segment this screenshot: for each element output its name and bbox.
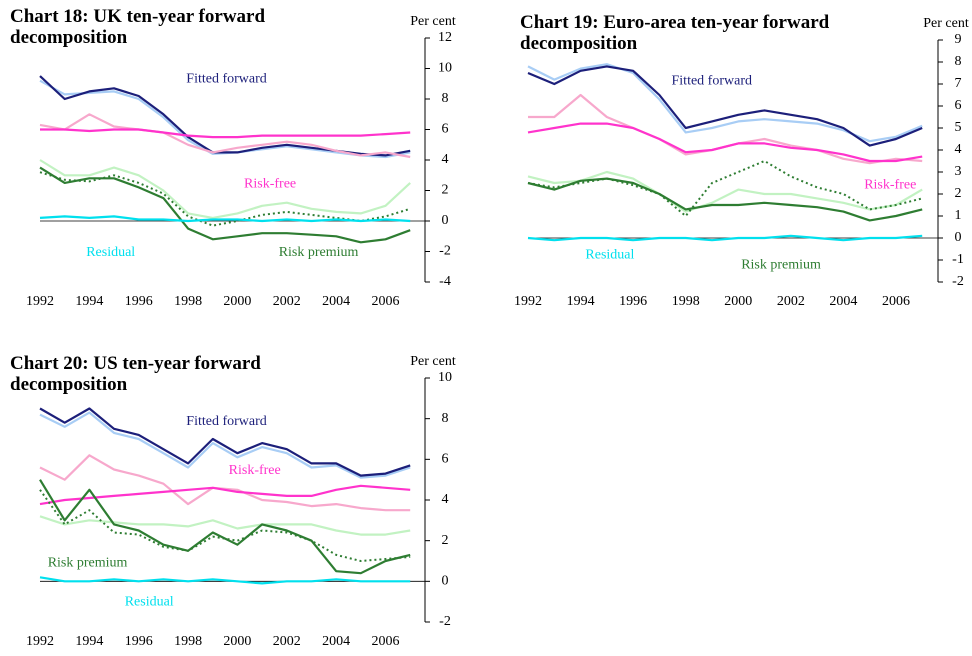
x-tick-label: 2000 bbox=[724, 294, 752, 309]
series-label: Risk-free bbox=[244, 177, 296, 192]
series-line bbox=[39, 484, 411, 506]
series-line bbox=[40, 128, 411, 139]
y-tick-label: 0 bbox=[442, 574, 449, 589]
x-tick-label: 2000 bbox=[223, 634, 251, 649]
x-tick-label: 1996 bbox=[125, 294, 153, 309]
x-tick-label: 1996 bbox=[619, 294, 647, 309]
chart-title: Chart 18: UK ten-year forward decomposit… bbox=[10, 6, 266, 48]
x-tick-label: 2006 bbox=[372, 634, 400, 649]
y-tick-label: 2 bbox=[442, 183, 449, 198]
series-label: Residual bbox=[125, 595, 174, 610]
y-tick-label: 12 bbox=[438, 30, 452, 45]
series-line bbox=[39, 79, 411, 159]
series-line bbox=[527, 65, 923, 147]
x-tick-label: 2000 bbox=[223, 294, 251, 309]
chart-title: Chart 20: US ten-year forward decomposit… bbox=[10, 353, 261, 395]
y-tick-label: 2 bbox=[442, 533, 449, 548]
y-tick-label: 0 bbox=[442, 213, 449, 228]
series-line bbox=[528, 93, 923, 165]
x-tick-label: 1992 bbox=[26, 294, 54, 309]
x-tick-label: 2004 bbox=[322, 634, 350, 649]
y-tick-label: 8 bbox=[442, 411, 449, 426]
series-label: Risk-free bbox=[864, 177, 916, 192]
series-line bbox=[39, 576, 411, 585]
x-tick-label: 1992 bbox=[26, 634, 54, 649]
x-tick-label: 1998 bbox=[174, 294, 202, 309]
y-tick-label: 0 bbox=[955, 230, 962, 245]
y-tick-label: 10 bbox=[438, 370, 452, 385]
x-tick-label: 1998 bbox=[174, 634, 202, 649]
x-tick-label: 2002 bbox=[273, 634, 301, 649]
y-tick-label: 10 bbox=[438, 61, 452, 76]
series-label: Risk premium bbox=[48, 556, 128, 571]
y-tick-label: 4 bbox=[442, 152, 449, 167]
series-line bbox=[39, 454, 411, 512]
x-tick-label: 1994 bbox=[75, 294, 103, 309]
y-tick-label: 9 bbox=[955, 32, 962, 47]
x-tick-label: 2006 bbox=[372, 294, 400, 309]
series-line bbox=[39, 166, 411, 244]
x-tick-label: 1994 bbox=[75, 634, 103, 649]
x-tick-label: 1994 bbox=[567, 294, 595, 309]
series-line bbox=[527, 160, 923, 217]
chart-title: Chart 19: Euro-area ten-year forward dec… bbox=[520, 12, 830, 54]
x-tick-label: 2002 bbox=[777, 294, 805, 309]
x-tick-label: 2004 bbox=[322, 294, 350, 309]
y-tick-label: -2 bbox=[439, 244, 451, 259]
series-line bbox=[39, 159, 411, 219]
y-tick-label: 4 bbox=[442, 492, 449, 507]
y-axis-label: Per cent bbox=[410, 14, 456, 29]
y-tick-label: 3 bbox=[955, 164, 962, 179]
series-label: Risk premium bbox=[279, 245, 359, 260]
y-tick-label: -4 bbox=[439, 274, 451, 289]
series-line bbox=[39, 215, 411, 223]
x-tick-label: 2004 bbox=[829, 294, 857, 309]
y-tick-label: 4 bbox=[955, 142, 962, 157]
y-tick-label: 6 bbox=[442, 452, 449, 467]
y-tick-label: 6 bbox=[955, 98, 962, 113]
series-line bbox=[39, 515, 411, 536]
y-tick-label: -1 bbox=[952, 252, 964, 267]
y-tick-label: 6 bbox=[442, 122, 449, 137]
y-tick-label: 8 bbox=[442, 91, 449, 106]
x-tick-label: 1998 bbox=[672, 294, 700, 309]
series-label: Residual bbox=[86, 245, 135, 260]
x-tick-label: 1992 bbox=[514, 294, 542, 309]
series-label: Fitted forward bbox=[672, 73, 752, 88]
series-line bbox=[527, 170, 923, 213]
y-tick-label: 8 bbox=[955, 54, 962, 69]
series-line bbox=[39, 479, 411, 575]
x-tick-label: 2006 bbox=[882, 294, 910, 309]
y-axis-label: Per cent bbox=[410, 354, 456, 369]
series-line bbox=[39, 75, 411, 157]
y-tick-label: 5 bbox=[955, 120, 962, 135]
series-line bbox=[39, 113, 411, 159]
series-label: Risk premium bbox=[741, 257, 821, 272]
series-line bbox=[39, 407, 411, 477]
series-label: Fitted forward bbox=[186, 72, 266, 87]
x-tick-label: 1996 bbox=[125, 634, 153, 649]
x-tick-label: 2002 bbox=[273, 294, 301, 309]
series-line bbox=[527, 234, 923, 242]
series-line bbox=[39, 411, 411, 479]
y-tick-label: 1 bbox=[955, 208, 962, 223]
series-label: Residual bbox=[585, 248, 634, 263]
series-line bbox=[527, 122, 923, 163]
series-line bbox=[527, 177, 923, 222]
y-tick-label: 7 bbox=[955, 76, 962, 91]
series-label: Risk-free bbox=[229, 463, 281, 478]
y-tick-label: 2 bbox=[955, 186, 962, 201]
y-tick-label: -2 bbox=[439, 614, 451, 629]
series-label: Fitted forward bbox=[186, 414, 266, 429]
y-axis-label: Per cent bbox=[923, 16, 969, 31]
y-tick-label: -2 bbox=[952, 274, 964, 289]
